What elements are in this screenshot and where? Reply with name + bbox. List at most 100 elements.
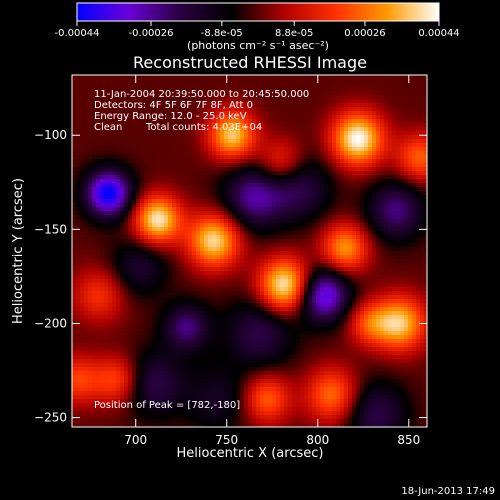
- heatmap-cell: [288, 219, 293, 224]
- heatmap-cell: [232, 155, 237, 160]
- heatmap-cell: [412, 215, 417, 220]
- heatmap-cell: [308, 131, 313, 136]
- heatmap-cell: [308, 219, 313, 224]
- heatmap-cell: [304, 123, 309, 128]
- heatmap-cell: [256, 119, 261, 124]
- heatmap-cell: [412, 223, 417, 228]
- heatmap-cell: [76, 239, 81, 244]
- heatmap-cell: [160, 287, 165, 292]
- heatmap-cell: [344, 223, 349, 228]
- heatmap-cell: [328, 187, 333, 192]
- heatmap-cell: [192, 91, 197, 96]
- heatmap-cell: [88, 219, 93, 224]
- heatmap-cell: [288, 223, 293, 228]
- heatmap-cell: [284, 111, 289, 116]
- plot-area: 700 750 800 850−100−150−200−250 11-Jan-2004…: [34, 74, 428, 447]
- heatmap-cell: [100, 199, 105, 204]
- heatmap-cell: [152, 279, 157, 284]
- heatmap-cell: [420, 147, 425, 152]
- heatmap-cell: [220, 207, 225, 212]
- heatmap-cell: [308, 243, 313, 248]
- heatmap-cell: [84, 267, 89, 272]
- heatmap-cell: [240, 147, 245, 152]
- heatmap-cell: [272, 187, 277, 192]
- heatmap-cell: [380, 103, 385, 108]
- heatmap-cell: [340, 171, 345, 176]
- heatmap-cell: [300, 95, 305, 100]
- heatmap-cell: [352, 179, 357, 184]
- heatmap-cell: [216, 171, 221, 176]
- heatmap-cell: [224, 271, 229, 276]
- heatmap-cell: [116, 119, 121, 124]
- heatmap-cell: [236, 87, 241, 92]
- heatmap-cell: [252, 107, 257, 112]
- heatmap-cell: [244, 119, 249, 124]
- heatmap-cell: [176, 207, 181, 212]
- heatmap-cell: [88, 279, 93, 284]
- heatmap-cell: [176, 279, 181, 284]
- heatmap-cell: [148, 287, 153, 292]
- colorbar-tick-label: 0.00044: [418, 28, 459, 39]
- heatmap-cell: [328, 275, 333, 280]
- heatmap-cell: [240, 247, 245, 252]
- heatmap-cell: [196, 287, 201, 292]
- heatmap-cell: [264, 163, 269, 168]
- heatmap-cell: [260, 275, 265, 280]
- heatmap-cell: [392, 103, 397, 108]
- heatmap-cell: [220, 115, 225, 120]
- heatmap-cell: [128, 127, 133, 132]
- heatmap-cell: [96, 287, 101, 292]
- heatmap-cell: [384, 271, 389, 276]
- heatmap-cell: [416, 271, 421, 276]
- heatmap-cell: [268, 83, 273, 88]
- heatmap-cell: [80, 179, 85, 184]
- heatmap-cell: [192, 191, 197, 196]
- heatmap-cell: [136, 83, 141, 88]
- heatmap-cell: [232, 267, 237, 272]
- heatmap-cell: [376, 107, 381, 112]
- heatmap-cell: [408, 263, 413, 268]
- heatmap-cell: [88, 135, 93, 140]
- heatmap-cell: [236, 75, 241, 80]
- heatmap-cell: [288, 215, 293, 220]
- heatmap-cell: [232, 143, 237, 148]
- heatmap-cell: [140, 187, 145, 192]
- heatmap-cell: [204, 179, 209, 184]
- heatmap-cell: [156, 147, 161, 152]
- heatmap-cell: [292, 139, 297, 144]
- heatmap-cell: [128, 83, 133, 88]
- heatmap-cell: [248, 187, 253, 192]
- heatmap-cell: [220, 95, 225, 100]
- heatmap-cell: [112, 211, 117, 216]
- heatmap-cell: [368, 127, 373, 132]
- heatmap-cell: [224, 87, 229, 92]
- heatmap-cell: [204, 147, 209, 152]
- heatmap-cell: [208, 227, 213, 232]
- heatmap-cell: [244, 75, 249, 80]
- heatmap-cell: [248, 115, 253, 120]
- heatmap-cell: [260, 79, 265, 84]
- heatmap-cell: [120, 135, 125, 140]
- heatmap-cell: [196, 171, 201, 176]
- heatmap-cell: [388, 239, 393, 244]
- heatmap-cell: [196, 135, 201, 140]
- heatmap-cell: [352, 187, 357, 192]
- heatmap-cell: [416, 171, 421, 176]
- heatmap-cell: [360, 195, 365, 200]
- heatmap-cell: [356, 203, 361, 208]
- heatmap-cell: [168, 119, 173, 124]
- heatmap-cell: [256, 187, 261, 192]
- heatmap-cell: [216, 203, 221, 208]
- heatmap-cell: [416, 91, 421, 96]
- heatmap-cell: [412, 227, 417, 232]
- heatmap-cell: [408, 119, 413, 124]
- heatmap-cell: [208, 259, 213, 264]
- heatmap-cell: [104, 231, 109, 236]
- heatmap-cell: [84, 255, 89, 260]
- heatmap-cell: [360, 291, 365, 296]
- heatmap-cell: [168, 199, 173, 204]
- heatmap-cell: [180, 291, 185, 296]
- heatmap-cell: [412, 167, 417, 172]
- heatmap-cell: [112, 199, 117, 204]
- heatmap-cell: [260, 159, 265, 164]
